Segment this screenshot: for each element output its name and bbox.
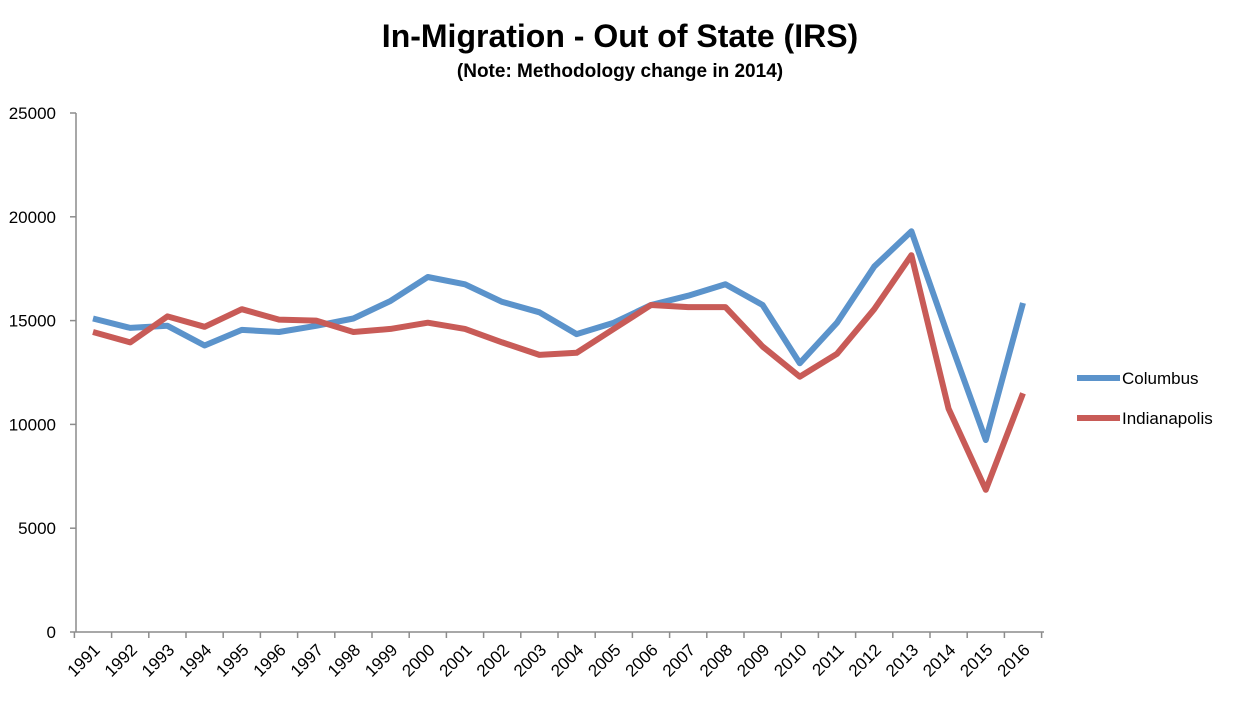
y-tick-label: 0 [47,623,56,642]
x-tick-label: 2005 [584,640,624,680]
x-tick-label: 2016 [994,640,1034,680]
x-tick-label: 2011 [809,640,848,679]
x-tick-label: 2013 [882,640,922,680]
legend: Columbus Indianapolis [1077,369,1213,428]
x-tick-label: 2007 [659,640,699,680]
x-tick-label: 2008 [696,640,736,680]
x-tick-label: 2002 [473,640,513,680]
y-tick-label: 20000 [9,208,56,227]
x-tick-label: 1994 [175,640,215,680]
x-tick-label: 1997 [287,640,327,680]
x-tick-label: 1995 [212,640,252,680]
x-tick-label: 2004 [547,640,587,680]
x-tick-label: 1996 [250,640,290,680]
x-tick-label: 1991 [64,640,104,680]
series-line-indianapolis [92,252,1026,493]
x-tick-label: 2014 [919,640,959,680]
y-tick-label: 15000 [9,312,56,331]
series-layer [92,228,1026,493]
chart-title: In-Migration - Out of State (IRS) [382,18,858,54]
x-tick-label: 2006 [622,640,662,680]
x-tick-label: 1999 [361,640,401,680]
x-tick-label: 2000 [398,640,438,680]
x-tick-label: 2010 [770,640,810,680]
x-tick-label: 2001 [436,640,476,680]
y-tick-label: 10000 [9,415,56,434]
x-tick-label: 2015 [956,640,996,680]
x-tick-label: 1998 [324,640,364,680]
x-axis: 1991199219931994199519961997199819992000… [64,631,1044,681]
legend-label-indianapolis: Indianapolis [1122,409,1213,428]
legend-label-columbus: Columbus [1122,369,1199,388]
x-tick-label: 2012 [845,640,885,680]
chart-subtitle: (Note: Methodology change in 2014) [457,61,783,82]
y-tick-label: 5000 [18,519,56,538]
x-tick-label: 1992 [101,640,141,680]
y-tick-label: 25000 [9,104,56,123]
x-tick-label: 2009 [733,640,773,680]
x-tick-label: 1993 [138,640,178,680]
x-tick-label: 2003 [510,640,550,680]
y-axis: 0 5000 10000 15000 20000 25000 [9,104,77,642]
series-line-columbus [92,228,1026,443]
